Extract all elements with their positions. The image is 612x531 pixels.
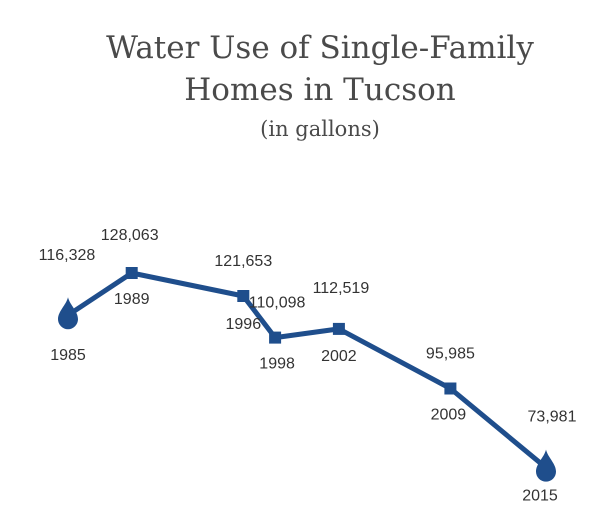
- year-label-1989: 1989: [114, 291, 150, 308]
- value-label-1985: 116,328: [39, 247, 96, 264]
- square-marker-2009: [444, 382, 457, 395]
- value-label-1998: 110,098: [249, 295, 306, 312]
- value-label-1996: 121,653: [214, 253, 272, 270]
- value-label-2002: 112,519: [313, 280, 370, 297]
- value-label-1989: 128,063: [101, 227, 159, 244]
- year-label-2015: 2015: [522, 488, 558, 505]
- year-label-2009: 2009: [431, 407, 467, 424]
- square-marker-2002: [332, 322, 345, 335]
- square-marker-1989: [125, 267, 138, 279]
- chart-title-line-1: Water Use of Single-Family: [106, 30, 534, 66]
- water-drop-marker-1985: [58, 297, 78, 330]
- value-label-2015: 73,981: [528, 409, 577, 426]
- chart-title-line-2: Homes in Tucson: [184, 72, 456, 108]
- chart-subtitle: (in gallons): [260, 117, 380, 141]
- square-marker-1996: [237, 290, 250, 302]
- year-label-2002: 2002: [321, 348, 357, 365]
- year-label-1985: 1985: [50, 347, 86, 364]
- plot-area: 116,328 1985 128,063 1989 121,653 1996 110,098…: [39, 227, 577, 505]
- year-label-1998: 1998: [259, 356, 295, 373]
- value-label-2009: 95,985: [426, 346, 475, 363]
- water-drop-marker-2015: [536, 449, 556, 482]
- square-marker-1998: [269, 331, 282, 344]
- year-label-1996: 1996: [226, 316, 262, 333]
